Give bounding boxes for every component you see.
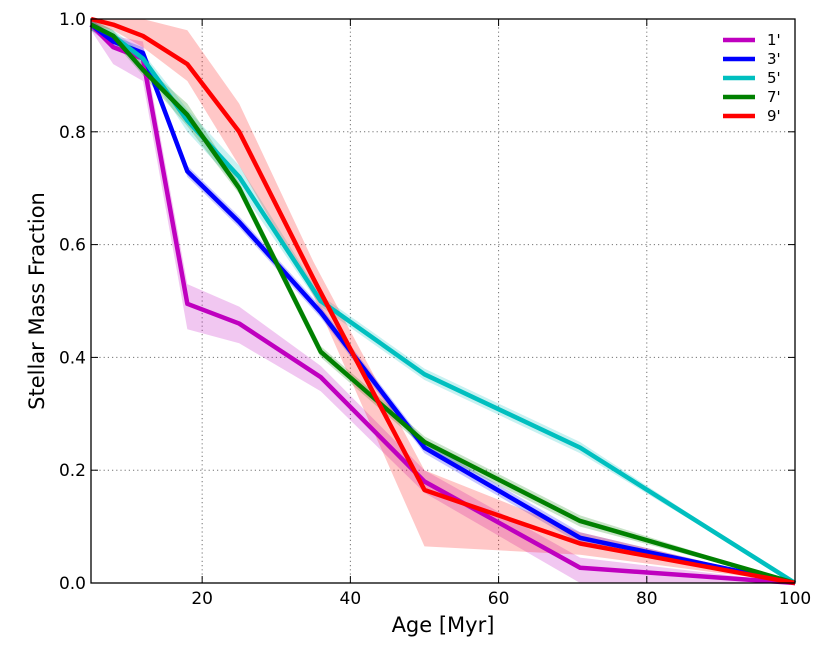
series-lines (89, 16, 797, 586)
legend-label: 1' (767, 31, 781, 49)
y-tick-label: 0.4 (59, 348, 86, 368)
x-tick-label: 100 (779, 589, 811, 609)
grid-lines (91, 19, 795, 583)
x-tick-label: 40 (340, 589, 362, 609)
y-tick-label: 0.8 (59, 123, 86, 143)
y-tick-label: 1.0 (59, 10, 86, 30)
legend: 1'3'5'7'9' (723, 31, 781, 125)
series-line (89, 22, 796, 586)
x-tick-label: 20 (191, 589, 213, 609)
x-axis-label: Age [Myr] (392, 613, 495, 637)
y-axis-label: Stellar Mass Fraction (25, 192, 49, 410)
y-tick-label: 0.2 (59, 461, 86, 481)
plot-background (91, 19, 795, 583)
y-tick-label: 0.6 (59, 236, 86, 256)
axis-ticks: 20 40 60 80 100 0.0 0.2 0.4 0.6 0.8 1.0 (59, 10, 811, 609)
legend-label: 3' (767, 50, 781, 68)
legend-label: 5' (767, 69, 781, 87)
series-line (89, 22, 797, 585)
series-line (90, 16, 796, 586)
legend-label: 7' (767, 88, 781, 106)
x-tick-label: 80 (636, 589, 658, 609)
legend-label: 9' (767, 107, 781, 125)
y-tick-label: 0.0 (59, 574, 86, 594)
plot-frame (90, 18, 796, 584)
x-tick-label: 60 (488, 589, 510, 609)
series-line (89, 23, 796, 586)
